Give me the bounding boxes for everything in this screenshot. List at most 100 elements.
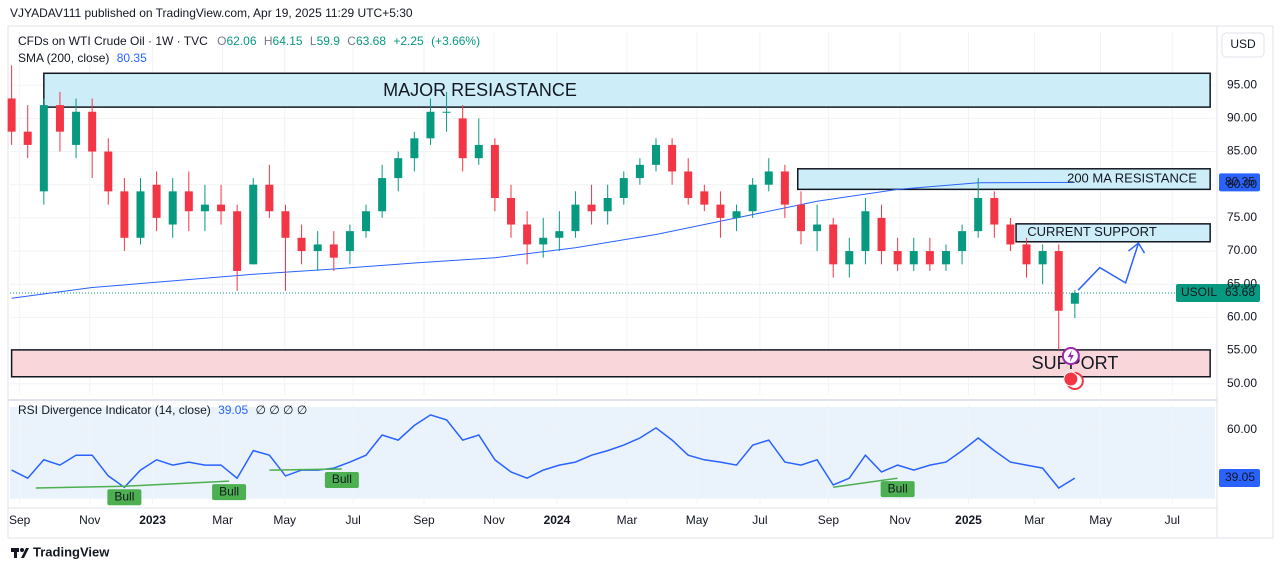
candle-body xyxy=(748,184,757,212)
rsi-value: 39.05 xyxy=(218,403,248,417)
event-icon-bolt xyxy=(1067,350,1074,362)
candle-body xyxy=(732,211,741,218)
candle-body xyxy=(426,111,435,139)
divergence-label: Bull xyxy=(332,472,352,486)
y-tick-label: 70.00 xyxy=(1227,243,1257,257)
candle-body xyxy=(88,111,97,152)
zone xyxy=(1015,223,1211,243)
candle-body xyxy=(474,144,483,159)
arrow-head xyxy=(1128,241,1146,254)
y-tick-label: 80.00 xyxy=(1227,177,1257,191)
zone-label: CURRENT SUPPORT xyxy=(1027,224,1157,239)
candle-body xyxy=(1038,251,1047,265)
ohlc-value: 64.15 xyxy=(273,34,303,48)
ohlc-label: H xyxy=(264,34,273,48)
x-tick-label: May xyxy=(1089,513,1112,527)
candle-body xyxy=(861,211,870,252)
x-tick-label: Jul xyxy=(345,513,360,527)
sma-tag-value: 80.35 xyxy=(1225,175,1255,189)
x-tick-label: Nov xyxy=(79,513,100,527)
sma-value: 80.35 xyxy=(117,51,147,65)
candle-body xyxy=(281,211,290,238)
candle-body xyxy=(925,251,934,265)
publisher: VJYADAV111 published on TradingView.com,… xyxy=(10,6,413,20)
candle-body xyxy=(635,164,644,179)
x-tick-label: Mar xyxy=(212,513,233,527)
y-tick-label: 85.00 xyxy=(1227,144,1257,158)
x-tick-label: 2024 xyxy=(544,513,571,527)
candle-body xyxy=(168,191,177,225)
rsi-legend: RSI Divergence Indicator (14, close) 39.… xyxy=(18,403,307,417)
candle-body xyxy=(780,171,789,205)
candle-body xyxy=(684,171,693,198)
front-layer: MAJOR RESIASTANCE 200 MA RESISTANCE CURREN… xyxy=(107,80,1260,506)
candle-body xyxy=(55,105,64,132)
candle-body xyxy=(184,191,193,212)
candle-body xyxy=(1054,251,1063,311)
candle-body xyxy=(619,178,628,198)
y-tick-label: 60.00 xyxy=(1227,310,1257,324)
zone-label: MAJOR RESIASTANCE xyxy=(383,80,577,100)
divergence-line xyxy=(124,480,230,487)
candle-body xyxy=(507,197,516,225)
rsi-tag xyxy=(1219,469,1260,488)
y-tick-label: 95.00 xyxy=(1227,77,1257,91)
candle-body xyxy=(813,224,822,232)
candle-body xyxy=(490,144,499,198)
candle-body xyxy=(362,211,371,232)
candle-body xyxy=(442,111,451,113)
x-tick-label: Sep xyxy=(9,513,31,527)
candle-body xyxy=(877,217,886,252)
divergence-line xyxy=(35,485,125,489)
candle-body xyxy=(974,197,983,232)
zone xyxy=(797,168,1211,191)
candle-body xyxy=(200,204,209,212)
sma-legend: SMA (200, close) 80.35 xyxy=(18,51,147,65)
currency[interactable]: USD xyxy=(1230,37,1256,51)
legend-row: CFDs on WTI Crude Oil · 1W · TVC O62.06 … xyxy=(18,34,480,48)
x-tick-label: Nov xyxy=(483,513,504,527)
candle-body xyxy=(249,184,258,265)
ohlc-label: C xyxy=(347,34,356,48)
candle-body xyxy=(313,244,322,252)
y-tick-label: 55.00 xyxy=(1227,343,1257,357)
x-tick-label: Mar xyxy=(1024,513,1045,527)
candle-body xyxy=(958,231,967,252)
ohlc-value: 63.68 xyxy=(356,34,386,48)
candle-body xyxy=(603,197,612,212)
x-tick-label: Jul xyxy=(752,513,767,527)
rsi-tick-label: 60.00 xyxy=(1227,422,1257,436)
candle-body xyxy=(378,178,387,212)
y-tick-label: 50.00 xyxy=(1227,376,1257,390)
currency-button[interactable] xyxy=(1221,32,1265,58)
rsi-tag-value: 39.05 xyxy=(1225,470,1255,484)
ohlc-value: 59.9 xyxy=(317,34,341,48)
y-tick-label: 90.00 xyxy=(1227,111,1257,125)
divergence-tag xyxy=(324,471,359,488)
candle-body xyxy=(796,204,805,232)
candle-body xyxy=(394,158,403,179)
x-tick-label: Sep xyxy=(413,513,435,527)
candle-body xyxy=(909,251,918,265)
x-tick-label: 2023 xyxy=(139,513,166,527)
projection-arrow xyxy=(1077,242,1140,291)
candle-body xyxy=(136,191,145,238)
candle-body xyxy=(700,191,709,205)
change-pct: (+3.66%) xyxy=(431,34,480,48)
x-tick-label: 2025 xyxy=(955,513,982,527)
ohlc-value: 62.06 xyxy=(226,34,256,48)
price-tag xyxy=(1176,283,1260,302)
candle-body xyxy=(233,211,242,271)
divergence-tag xyxy=(880,481,915,498)
zone-label: 200 MA RESISTANCE xyxy=(1067,171,1197,186)
logo: TradingView xyxy=(33,544,110,559)
candle-body xyxy=(120,191,129,238)
x-tick-label: May xyxy=(686,513,709,527)
rsi-line xyxy=(11,414,1076,489)
rsi-band xyxy=(10,407,1215,499)
candle-body xyxy=(152,184,161,218)
rsi-extra: ∅ ∅ ∅ ∅ xyxy=(255,403,307,417)
zone xyxy=(10,349,1211,378)
y-tick-label: 75.00 xyxy=(1227,210,1257,224)
